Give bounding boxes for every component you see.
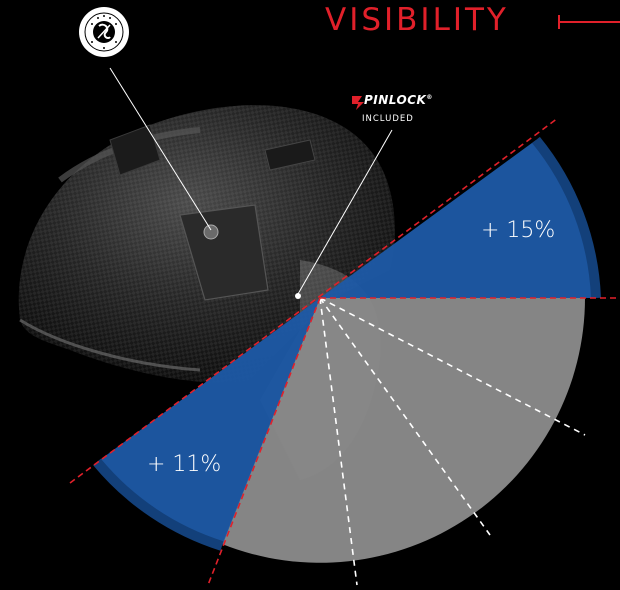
base-view-sector — [222, 298, 585, 563]
pinlock-brand: PINLOCK® — [354, 93, 433, 107]
page-title: VISIBILITY — [325, 2, 509, 38]
pinlock-brand-text: PINLOCK — [364, 93, 427, 107]
upper-gain-sector — [320, 140, 596, 298]
pinlock-leader-line — [297, 129, 393, 295]
quick-release-emblem-icon — [79, 7, 129, 57]
title-rule-tick — [558, 15, 560, 29]
pinlock-note: INCLUDED — [362, 114, 414, 124]
title-rule — [560, 21, 620, 23]
lower-gain-label: + 11% — [147, 452, 222, 477]
pinlock-logo-icon — [352, 96, 364, 110]
sight-lines — [319, 297, 586, 586]
upper-gain-label: + 15% — [481, 218, 556, 243]
boundary-lines — [69, 117, 620, 586]
pinlock-registered-mark: ® — [426, 94, 433, 101]
badge-leader-line — [109, 67, 212, 231]
lower-gain-sector — [97, 298, 320, 546]
